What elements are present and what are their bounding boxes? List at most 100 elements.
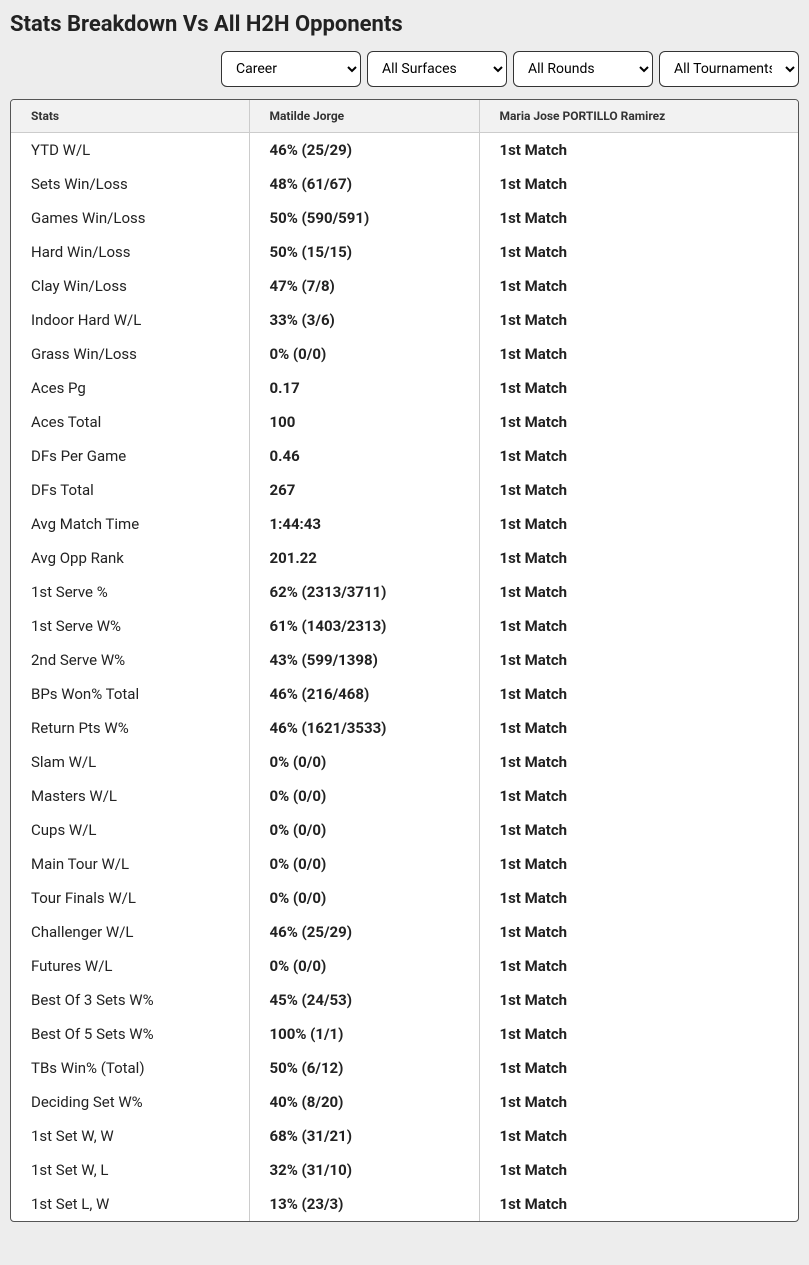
table-row: Return Pts W%46% (1621/3533)1st Match xyxy=(11,711,798,745)
stat-label: YTD W/L xyxy=(11,133,249,168)
player1-value: 68% (31/21) xyxy=(249,1119,479,1153)
player2-value: 1st Match xyxy=(479,507,798,541)
stat-label: Deciding Set W% xyxy=(11,1085,249,1119)
header-player2: Maria Jose PORTILLO Ramirez xyxy=(479,100,798,133)
stat-label: Best Of 3 Sets W% xyxy=(11,983,249,1017)
player1-value: 0% (0/0) xyxy=(249,881,479,915)
stat-label: 1st Set L, W xyxy=(11,1187,249,1221)
table-row: Avg Match Time1:44:431st Match xyxy=(11,507,798,541)
player2-value: 1st Match xyxy=(479,983,798,1017)
player2-value: 1st Match xyxy=(479,677,798,711)
stats-table: Stats Matilde Jorge Maria Jose PORTILLO … xyxy=(11,100,798,1221)
table-row: 1st Serve %62% (2313/3711)1st Match xyxy=(11,575,798,609)
stat-label: Return Pts W% xyxy=(11,711,249,745)
player2-value: 1st Match xyxy=(479,1153,798,1187)
player1-value: 47% (7/8) xyxy=(249,269,479,303)
player2-value: 1st Match xyxy=(479,745,798,779)
player1-value: 0.17 xyxy=(249,371,479,405)
table-row: 1st Set W, W68% (31/21)1st Match xyxy=(11,1119,798,1153)
player1-value: 13% (23/3) xyxy=(249,1187,479,1221)
stat-label: DFs Per Game xyxy=(11,439,249,473)
player1-value: 0.46 xyxy=(249,439,479,473)
player2-value: 1st Match xyxy=(479,575,798,609)
stats-table-wrapper: Stats Matilde Jorge Maria Jose PORTILLO … xyxy=(10,99,799,1222)
filter-bar: Career All Surfaces All Rounds All Tourn… xyxy=(10,51,799,87)
table-row: Avg Opp Rank201.221st Match xyxy=(11,541,798,575)
player1-value: 46% (25/29) xyxy=(249,133,479,168)
player2-value: 1st Match xyxy=(479,847,798,881)
table-row: 1st Set W, L32% (31/10)1st Match xyxy=(11,1153,798,1187)
stat-label: Slam W/L xyxy=(11,745,249,779)
player2-value: 1st Match xyxy=(479,779,798,813)
player2-value: 1st Match xyxy=(479,1119,798,1153)
table-row: Indoor Hard W/L33% (3/6)1st Match xyxy=(11,303,798,337)
player1-value: 100% (1/1) xyxy=(249,1017,479,1051)
stat-label: Futures W/L xyxy=(11,949,249,983)
player1-value: 0% (0/0) xyxy=(249,337,479,371)
filter-tournaments-select[interactable]: All Tournaments xyxy=(659,51,799,87)
stat-label: DFs Total xyxy=(11,473,249,507)
stat-label: 2nd Serve W% xyxy=(11,643,249,677)
table-row: Best Of 3 Sets W%45% (24/53)1st Match xyxy=(11,983,798,1017)
stat-label: Clay Win/Loss xyxy=(11,269,249,303)
stat-label: 1st Serve W% xyxy=(11,609,249,643)
player1-value: 33% (3/6) xyxy=(249,303,479,337)
table-row: Cups W/L0% (0/0)1st Match xyxy=(11,813,798,847)
stat-label: Main Tour W/L xyxy=(11,847,249,881)
stat-label: Hard Win/Loss xyxy=(11,235,249,269)
header-player1: Matilde Jorge xyxy=(249,100,479,133)
table-row: Main Tour W/L0% (0/0)1st Match xyxy=(11,847,798,881)
stat-label: BPs Won% Total xyxy=(11,677,249,711)
stat-label: Indoor Hard W/L xyxy=(11,303,249,337)
filter-career-select[interactable]: Career xyxy=(221,51,361,87)
player2-value: 1st Match xyxy=(479,643,798,677)
table-row: TBs Win% (Total)50% (6/12)1st Match xyxy=(11,1051,798,1085)
player1-value: 46% (216/468) xyxy=(249,677,479,711)
stat-label: 1st Set W, W xyxy=(11,1119,249,1153)
player1-value: 43% (599/1398) xyxy=(249,643,479,677)
player1-value: 40% (8/20) xyxy=(249,1085,479,1119)
table-row: Sets Win/Loss48% (61/67)1st Match xyxy=(11,167,798,201)
filter-rounds-select[interactable]: All Rounds xyxy=(513,51,653,87)
table-row: 2nd Serve W%43% (599/1398)1st Match xyxy=(11,643,798,677)
table-row: 1st Serve W%61% (1403/2313)1st Match xyxy=(11,609,798,643)
table-row: Masters W/L0% (0/0)1st Match xyxy=(11,779,798,813)
player1-value: 100 xyxy=(249,405,479,439)
player2-value: 1st Match xyxy=(479,303,798,337)
table-row: DFs Per Game0.461st Match xyxy=(11,439,798,473)
player2-value: 1st Match xyxy=(479,1051,798,1085)
player2-value: 1st Match xyxy=(479,167,798,201)
table-row: Games Win/Loss50% (590/591)1st Match xyxy=(11,201,798,235)
stat-label: Cups W/L xyxy=(11,813,249,847)
player2-value: 1st Match xyxy=(479,133,798,168)
player2-value: 1st Match xyxy=(479,813,798,847)
player1-value: 0% (0/0) xyxy=(249,813,479,847)
player2-value: 1st Match xyxy=(479,1017,798,1051)
stat-label: Aces Total xyxy=(11,405,249,439)
player1-value: 45% (24/53) xyxy=(249,983,479,1017)
table-row: Challenger W/L46% (25/29)1st Match xyxy=(11,915,798,949)
filter-surfaces-select[interactable]: All Surfaces xyxy=(367,51,507,87)
table-row: BPs Won% Total46% (216/468)1st Match xyxy=(11,677,798,711)
player1-value: 46% (1621/3533) xyxy=(249,711,479,745)
stat-label: Avg Opp Rank xyxy=(11,541,249,575)
table-row: YTD W/L46% (25/29)1st Match xyxy=(11,133,798,168)
player1-value: 46% (25/29) xyxy=(249,915,479,949)
player1-value: 50% (15/15) xyxy=(249,235,479,269)
player2-value: 1st Match xyxy=(479,915,798,949)
player1-value: 1:44:43 xyxy=(249,507,479,541)
player1-value: 32% (31/10) xyxy=(249,1153,479,1187)
table-row: Aces Total1001st Match xyxy=(11,405,798,439)
stat-label: 1st Serve % xyxy=(11,575,249,609)
player1-value: 0% (0/0) xyxy=(249,779,479,813)
page-title: Stats Breakdown Vs All H2H Opponents xyxy=(10,12,799,37)
player2-value: 1st Match xyxy=(479,541,798,575)
player2-value: 1st Match xyxy=(479,201,798,235)
stat-label: Sets Win/Loss xyxy=(11,167,249,201)
player2-value: 1st Match xyxy=(479,235,798,269)
table-row: Aces Pg0.171st Match xyxy=(11,371,798,405)
stat-label: Best Of 5 Sets W% xyxy=(11,1017,249,1051)
table-row: Hard Win/Loss50% (15/15)1st Match xyxy=(11,235,798,269)
player2-value: 1st Match xyxy=(479,949,798,983)
player2-value: 1st Match xyxy=(479,473,798,507)
